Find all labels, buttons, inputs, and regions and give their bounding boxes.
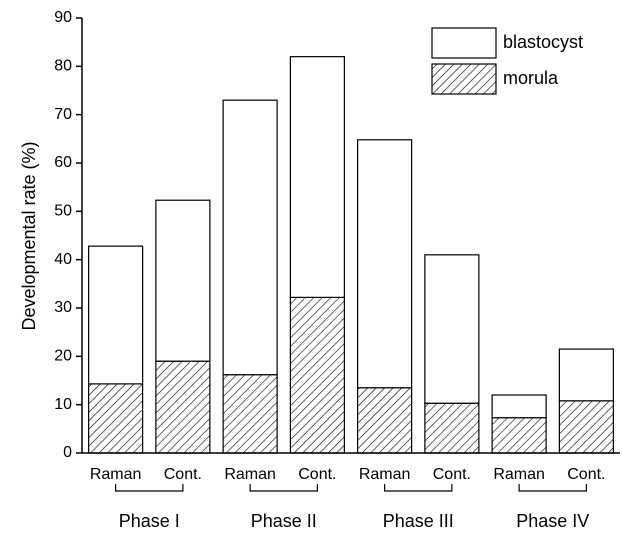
bar-segment [88, 245, 144, 385]
group-bracket [115, 484, 184, 492]
y-tick-label: 50 [54, 203, 72, 220]
group-label: Phase I [119, 511, 180, 531]
group-bracket [384, 484, 453, 492]
group-label: Phase II [251, 511, 317, 531]
bar-segment [357, 387, 413, 454]
y-tick-label: 30 [54, 299, 72, 316]
bar-segment [424, 402, 480, 454]
legend-label: blastocyst [503, 32, 583, 52]
y-tick-label: 90 [54, 9, 72, 26]
bar-segment [558, 348, 614, 402]
bar-segment [222, 99, 278, 376]
bar-segment [289, 296, 345, 454]
x-tick-label: Cont. [164, 466, 202, 483]
x-tick-label: Raman [359, 466, 411, 483]
y-axis-label: Developmental rate (%) [19, 141, 39, 330]
x-tick-label: Cont. [433, 466, 471, 483]
bar-segment [155, 360, 211, 454]
group-label: Phase III [383, 511, 454, 531]
bar-segment [357, 139, 413, 389]
y-tick-label: 80 [54, 58, 72, 75]
group-label: Phase IV [516, 511, 589, 531]
x-tick-label: Raman [90, 466, 142, 483]
y-tick-label: 20 [54, 348, 72, 365]
group-bracket [249, 484, 318, 492]
bar-segment [155, 199, 211, 362]
group-bracket [518, 484, 587, 492]
y-tick-label: 70 [54, 106, 72, 123]
legend-swatch [431, 27, 497, 59]
legend-label: morula [503, 68, 559, 88]
bar-segment [424, 254, 480, 404]
x-tick-label: Raman [224, 466, 276, 483]
y-tick-label: 0 [63, 444, 72, 461]
x-tick-label: Raman [493, 466, 545, 483]
y-tick-label: 40 [54, 251, 72, 268]
x-tick-label: Cont. [298, 466, 336, 483]
bar-segment [491, 394, 547, 419]
y-tick-label: 10 [54, 396, 72, 413]
bar-segment [558, 400, 614, 454]
bar-segment [289, 56, 345, 298]
bar-segment [491, 417, 547, 454]
bar-segment [88, 383, 144, 454]
bar-segment [222, 374, 278, 454]
y-tick-label: 60 [54, 154, 72, 171]
legend-swatch [431, 63, 497, 95]
x-tick-label: Cont. [567, 466, 605, 483]
